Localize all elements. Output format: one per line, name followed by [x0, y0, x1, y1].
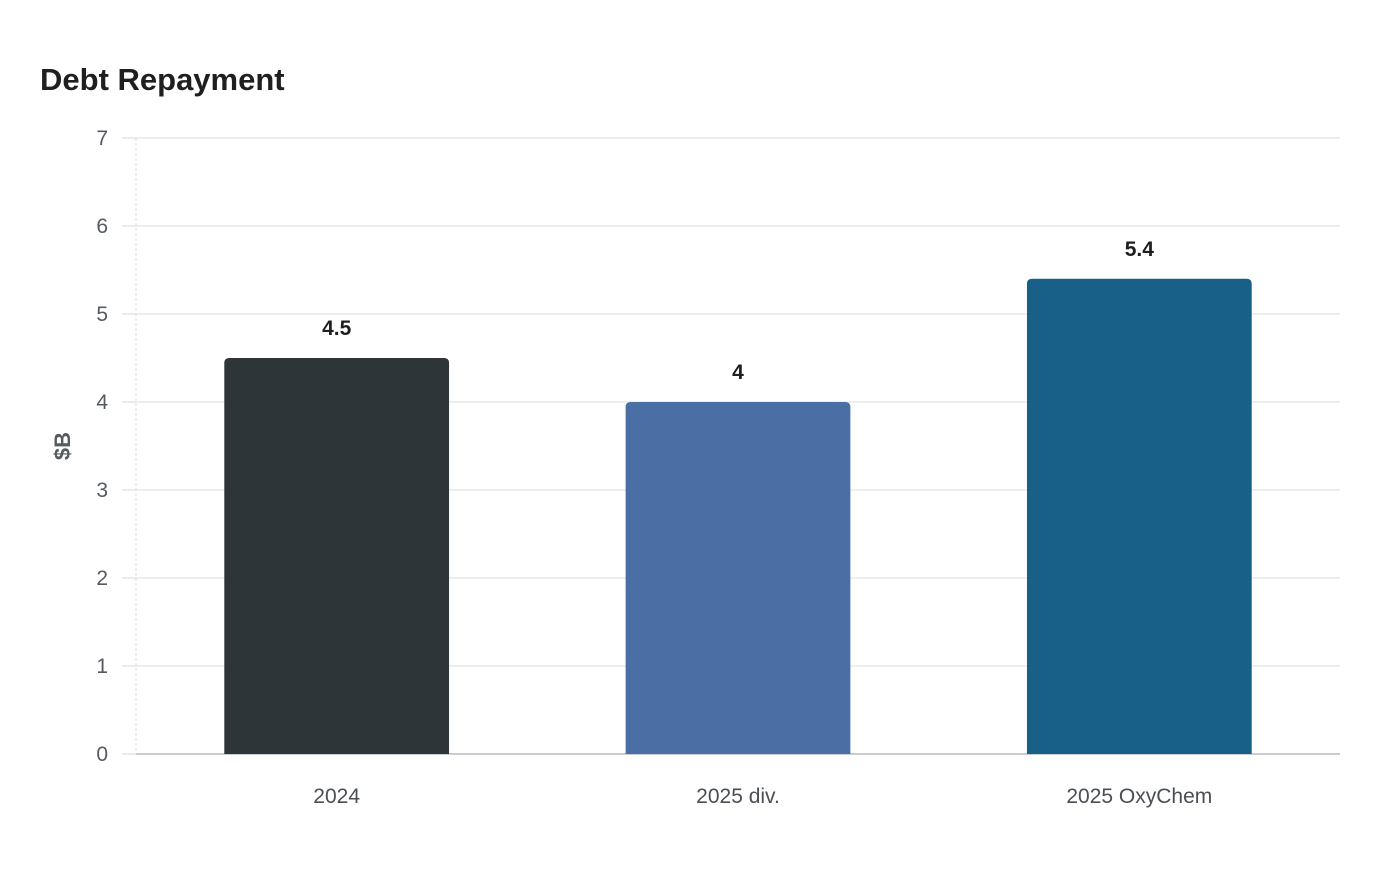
y-tick-label: 3	[96, 479, 108, 502]
y-tick-label: 6	[96, 215, 108, 238]
data-label: 4	[732, 361, 744, 384]
bar-2025-oxychem[interactable]	[1026, 278, 1252, 754]
labels: 4.5 2024 4 2025 div. 5.4 2025 OxyChem	[313, 238, 1212, 808]
chart-title: Debt Repayment	[40, 62, 285, 97]
data-label: 4.5	[322, 317, 352, 340]
data-label: 5.4	[1125, 238, 1155, 261]
y-tick-label: 1	[96, 655, 108, 678]
y-tick-label: 2	[96, 567, 108, 590]
y-axis-title: $B	[50, 432, 75, 460]
x-tick-label: 2025 div.	[696, 785, 780, 808]
bars	[224, 278, 1252, 754]
x-tick-label: 2025 OxyChem	[1066, 785, 1212, 808]
bar-2025-div[interactable]	[625, 402, 851, 754]
y-tick-label: 5	[96, 303, 108, 326]
y-tick-label: 0	[96, 743, 108, 766]
bar-2024[interactable]	[224, 358, 450, 754]
y-tick-label: 7	[96, 127, 108, 150]
y-tick-label: 4	[96, 391, 108, 414]
x-tick-label: 2024	[313, 785, 360, 808]
